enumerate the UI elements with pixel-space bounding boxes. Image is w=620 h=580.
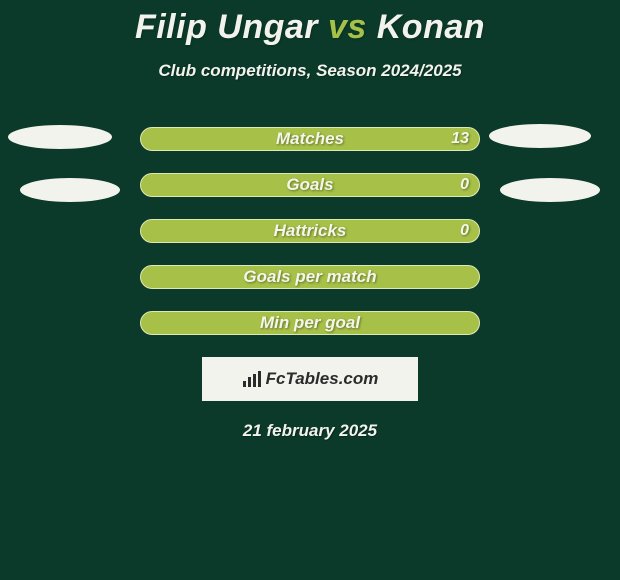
decorative-ellipse: [489, 124, 591, 148]
stat-label: Goals per match: [243, 267, 376, 287]
decorative-ellipse: [20, 178, 120, 202]
logo-text: FcTables.com: [266, 369, 379, 389]
decorative-ellipse: [8, 125, 112, 149]
stat-label: Goals: [286, 175, 333, 195]
page-root: Filip Ungar vs Konan Club competitions, …: [0, 0, 620, 580]
stat-value: 0: [460, 222, 469, 240]
chart-icon: [242, 371, 262, 387]
title-player1: Filip Ungar: [135, 8, 328, 46]
stat-label: Min per goal: [260, 313, 360, 333]
stat-label: Hattricks: [274, 221, 347, 241]
title-vs: vs: [328, 8, 367, 46]
date-label: 21 february 2025: [0, 421, 620, 441]
stat-value: 13: [451, 130, 469, 148]
page-title: Filip Ungar vs Konan: [0, 0, 620, 47]
logo-box: FcTables.com: [202, 357, 418, 401]
stat-row: Goals 0: [140, 173, 480, 197]
stats-container: Matches 13 Goals 0 Hattricks 0 Goals per match…: [0, 127, 620, 335]
decorative-ellipse: [500, 178, 600, 202]
stat-row: Min per goal: [140, 311, 480, 335]
stat-value: 0: [460, 176, 469, 194]
stat-label: Matches: [276, 129, 344, 149]
stat-row: Matches 13: [140, 127, 480, 151]
stat-row: Goals per match: [140, 265, 480, 289]
stat-row: Hattricks 0: [140, 219, 480, 243]
subtitle: Club competitions, Season 2024/2025: [0, 61, 620, 81]
title-player2: Konan: [367, 8, 485, 46]
